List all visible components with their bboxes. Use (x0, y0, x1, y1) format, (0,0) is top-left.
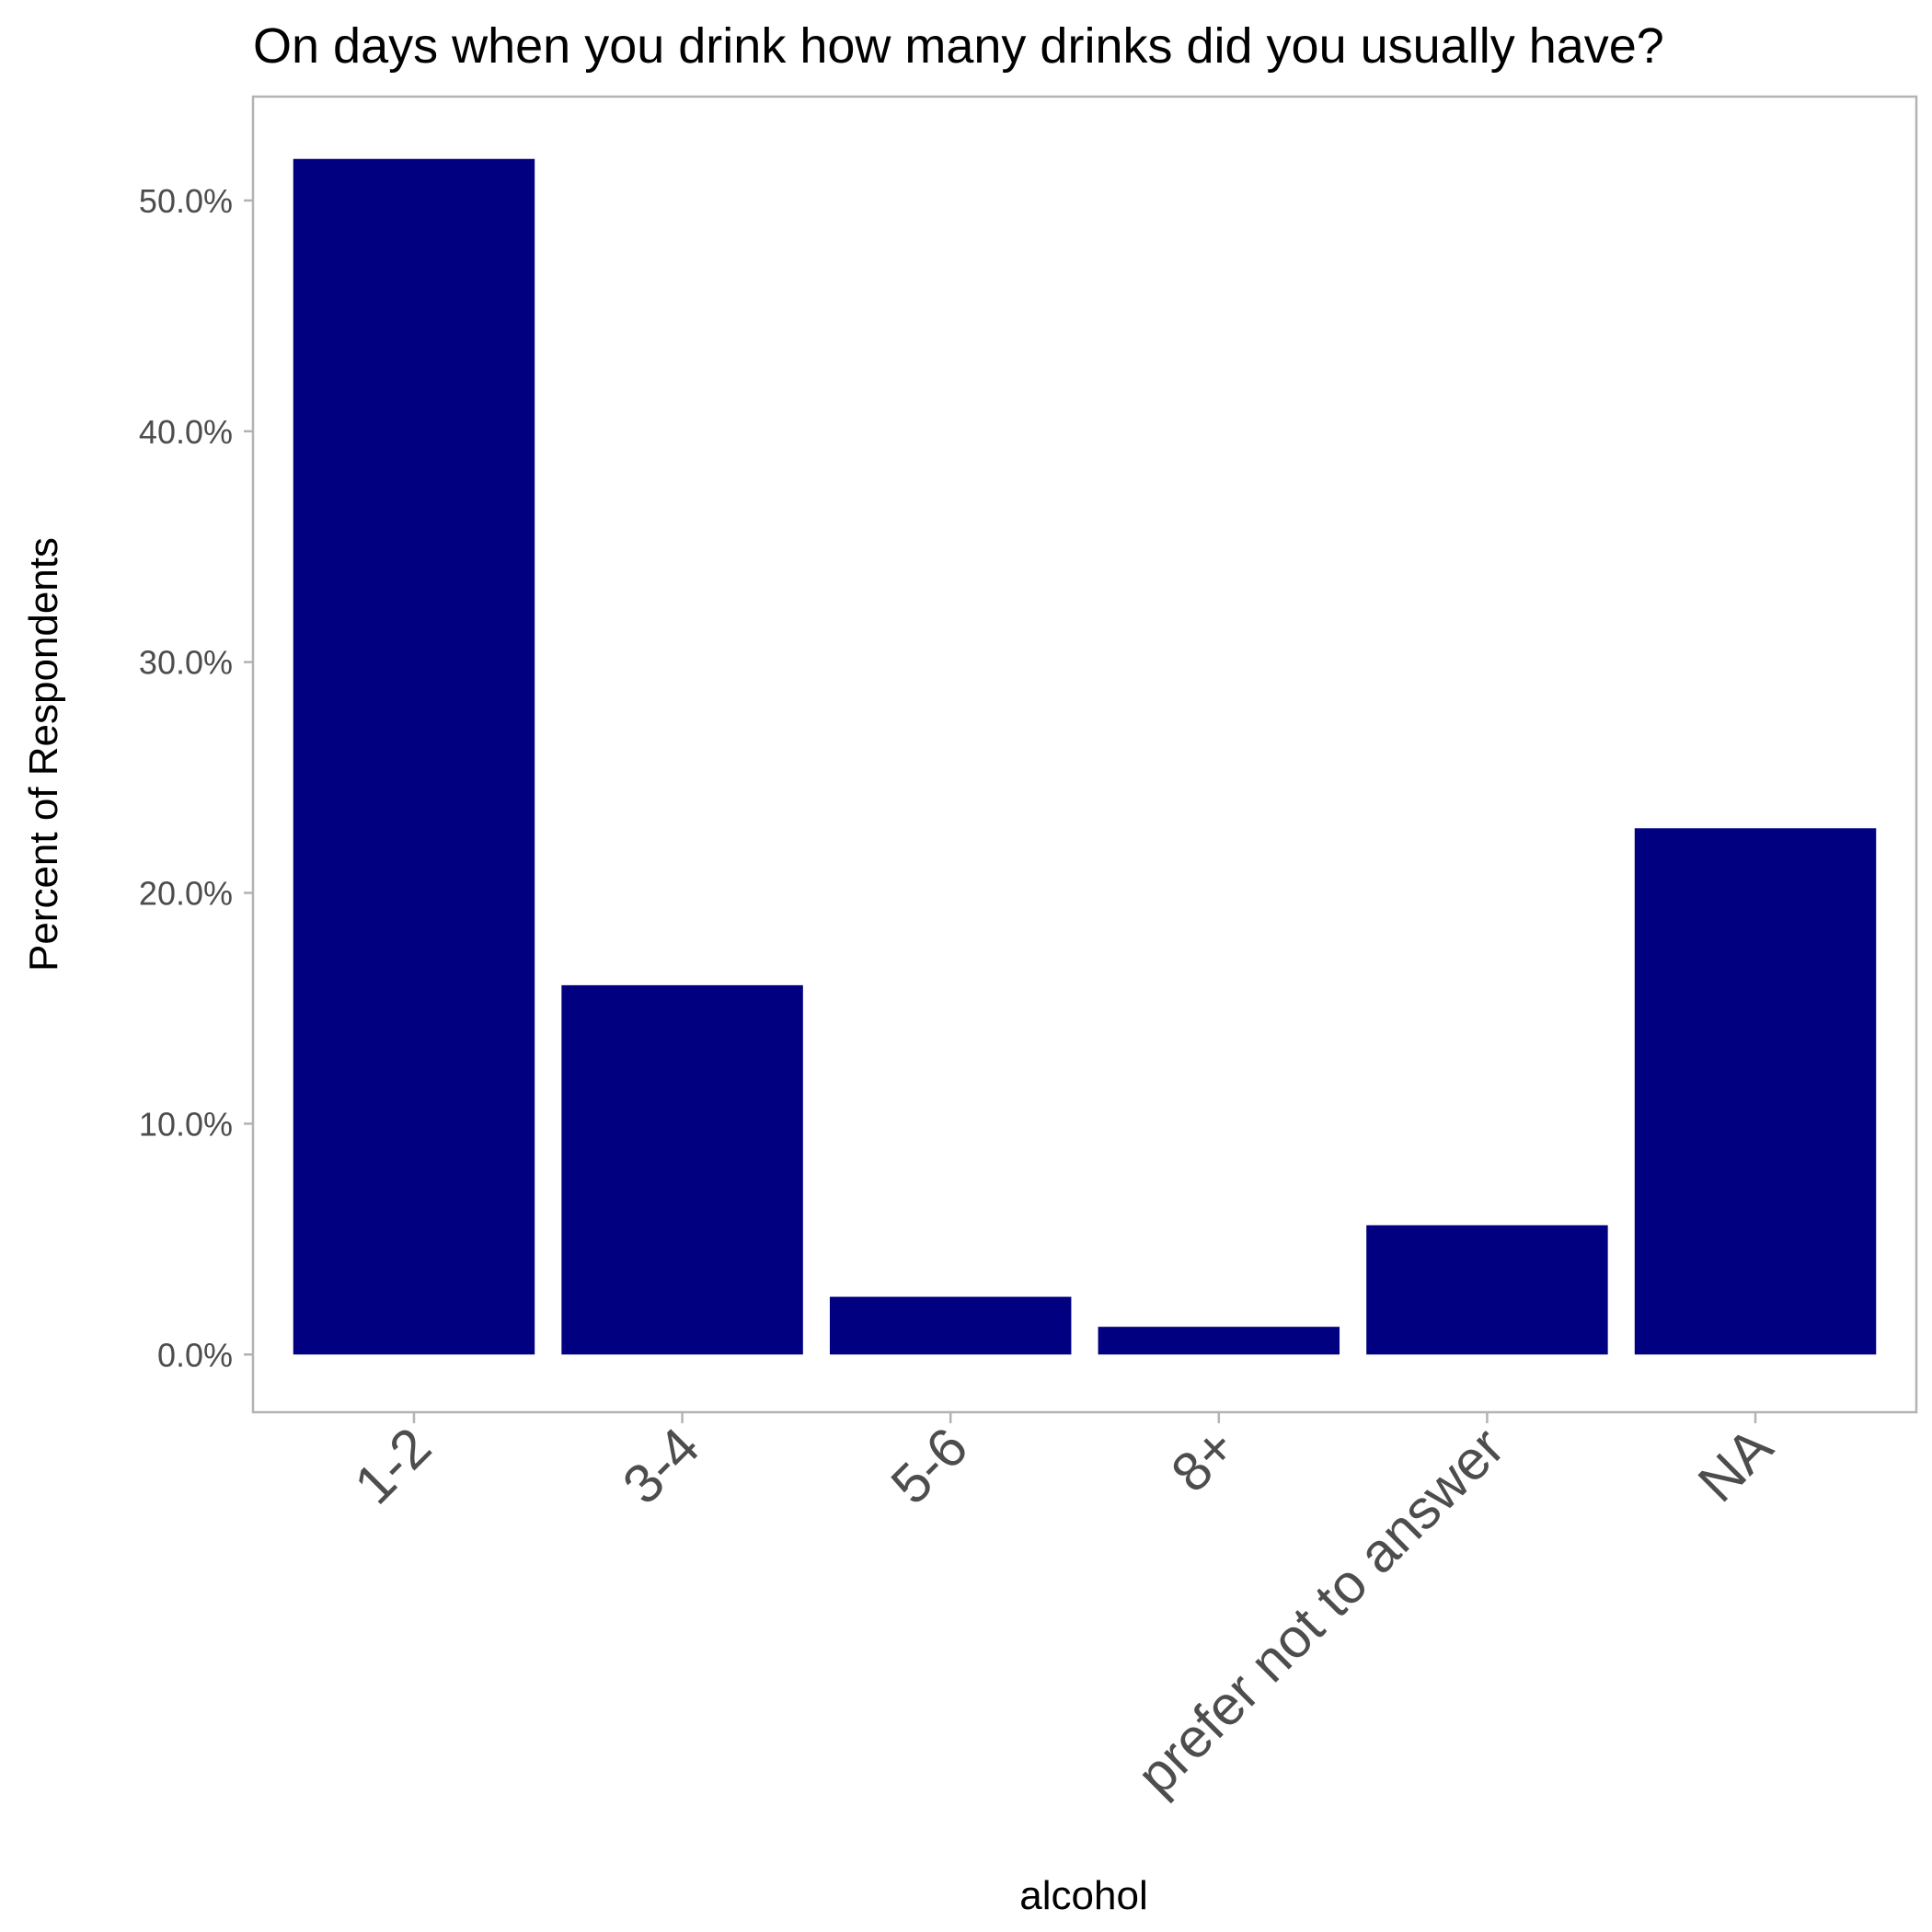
x-tick-label: 3-4 (611, 1416, 711, 1516)
chart-title: On days when you drink how many drinks d… (253, 18, 1664, 74)
y-tick-label: 40.0% (139, 413, 233, 451)
bar-5-6 (829, 1296, 1072, 1355)
x-tick-label: NA (1686, 1416, 1784, 1513)
bars-group (293, 158, 1877, 1355)
y-tick-label: 10.0% (139, 1105, 233, 1143)
bar-3-4 (561, 984, 803, 1355)
y-tick-label: 20.0% (139, 875, 233, 913)
x-axis-title: alcohol (1019, 1873, 1147, 1918)
bar-8 (1098, 1327, 1340, 1355)
y-axis: 0.0% 10.0% 20.0% 30.0% 40.0% 50.0% (139, 182, 253, 1374)
y-tick-label: 0.0% (157, 1336, 233, 1374)
bar-prefer-not-to-answer (1366, 1225, 1608, 1355)
x-tick-label: 5-6 (880, 1416, 980, 1516)
x-tick-label: 8+ (1159, 1416, 1248, 1504)
bar-na (1634, 828, 1877, 1355)
y-tick-label: 50.0% (139, 182, 233, 220)
y-tick-label: 30.0% (139, 644, 233, 682)
y-axis-title: Percent of Respondents (21, 537, 66, 972)
x-axis: 1-2 3-4 5-6 8+prefer not to answer NA (342, 1412, 1784, 1807)
bar-1-2 (293, 158, 535, 1355)
x-tick-label: 1-2 (342, 1416, 443, 1516)
